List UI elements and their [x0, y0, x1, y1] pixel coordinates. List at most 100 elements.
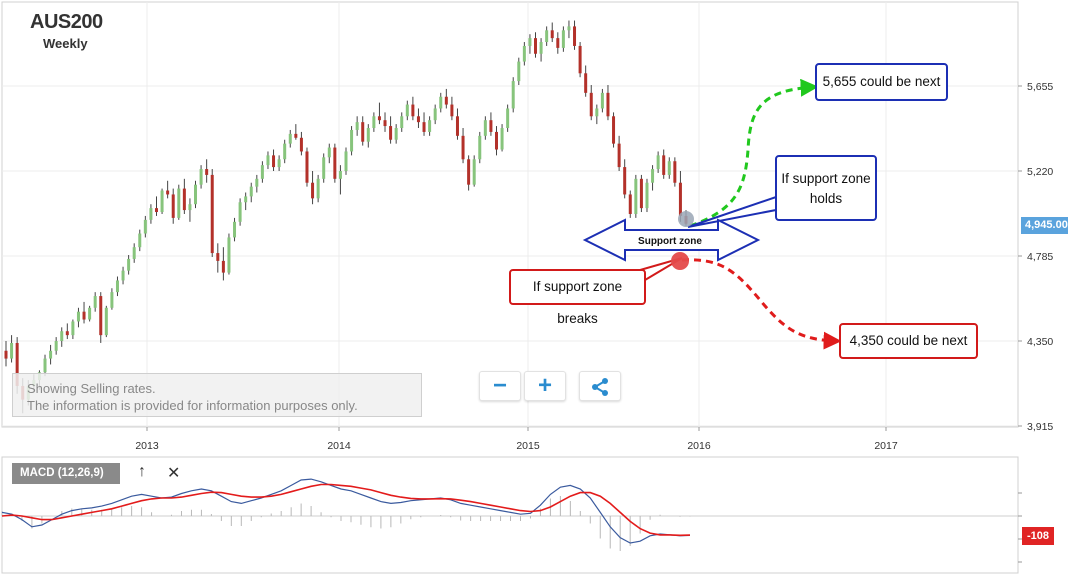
y-tick-label: 4,350 [1027, 336, 1053, 348]
x-tick-label: 2017 [874, 440, 898, 452]
candle-body [149, 208, 153, 220]
candle-body [49, 350, 53, 359]
candle-body [322, 157, 326, 179]
x-tick-label: 2016 [687, 440, 711, 452]
candle-body [294, 133, 298, 138]
zoom-out-button[interactable]: − [479, 371, 521, 401]
info-line-2: The information is provided for informat… [27, 398, 358, 413]
candle-body [54, 341, 58, 351]
candle-body [99, 296, 103, 336]
candle-body [355, 122, 359, 130]
zoom-in-button[interactable]: + [524, 371, 566, 401]
callout-holds: If support zone holds [775, 155, 877, 221]
candle-body [227, 237, 231, 273]
candle-body [10, 342, 14, 359]
candle-body [422, 122, 426, 132]
candle-body [389, 126, 393, 140]
candle-body [138, 233, 142, 248]
x-tick-label: 2015 [516, 440, 540, 452]
y-tick-label: 5,220 [1027, 166, 1053, 178]
info-box: Showing Selling rates. The information i… [12, 373, 422, 417]
candle-body [394, 128, 398, 140]
candle-body [589, 92, 593, 117]
candle-body [567, 26, 571, 31]
candle-body [584, 73, 588, 93]
candle-body [573, 26, 577, 46]
macd-grid [1, 456, 1022, 574]
plot-border [1, 1, 1019, 428]
candle-body [154, 208, 158, 213]
candle-body [166, 190, 170, 195]
candle-body [88, 307, 92, 320]
support-zone-label: Support zone [638, 236, 702, 247]
candle-body [132, 247, 136, 259]
candle-body [127, 258, 131, 271]
candle-body [478, 135, 482, 160]
candle-body [249, 186, 253, 197]
candle-body [15, 342, 19, 386]
support-break-marker [671, 252, 689, 270]
candle-body [450, 104, 454, 117]
candle-body [617, 143, 621, 168]
candle-body [411, 104, 415, 117]
candle-body [82, 311, 86, 320]
candle-body [656, 155, 660, 170]
candle-body [277, 159, 281, 168]
candle-body [433, 108, 437, 121]
candle-body [110, 292, 114, 308]
candle-body [182, 188, 186, 211]
candle-body [115, 280, 119, 293]
candle-body [461, 135, 465, 160]
candle-body [600, 92, 604, 109]
candle-body [361, 122, 365, 142]
candle-body [121, 270, 125, 281]
signal-line [1, 483, 691, 537]
candle-body [506, 108, 510, 129]
candle-body [651, 169, 655, 183]
candle-body [489, 120, 493, 132]
macd-legend: MACD (12,26,9) [12, 463, 120, 484]
candle-body [299, 137, 303, 152]
candle-body [171, 194, 175, 218]
macd-line [1, 478, 691, 544]
macd-chart[interactable] [0, 455, 1068, 575]
candle-body [205, 169, 209, 175]
candle-body [511, 81, 515, 109]
candle-body [288, 133, 292, 144]
share-button[interactable] [579, 371, 621, 401]
support-zone-arrow [582, 218, 761, 262]
candle-body [377, 116, 381, 121]
macd-close-button[interactable]: ✕ [167, 465, 181, 482]
candle-body [104, 307, 108, 336]
candle-body [199, 169, 203, 185]
candle-body [65, 331, 69, 336]
candle-body [311, 182, 315, 199]
candle-body [612, 116, 616, 144]
candle-body [366, 128, 370, 142]
candle-body [216, 253, 220, 261]
candle-body [578, 45, 582, 74]
candle-body [272, 155, 276, 168]
candle-body [333, 147, 337, 179]
candle-body [416, 116, 420, 123]
candle-body [383, 120, 387, 127]
red-dashed-arrow [681, 258, 842, 350]
candle-body [143, 219, 147, 234]
candle-body [160, 190, 164, 213]
callout-breaks-text: If support zone breaks [532, 279, 623, 326]
callout-target-up-text: 5,655 could be next [822, 74, 941, 89]
chart-title: AUS200 Weekly [30, 11, 103, 51]
candle-body [350, 129, 354, 152]
candle-body [405, 104, 409, 117]
candle-body [221, 260, 225, 273]
candle-body [645, 182, 649, 209]
candle-body [93, 296, 97, 308]
candle-body [639, 178, 643, 209]
macd-lines [1, 478, 691, 551]
x-tick-label: 2014 [327, 440, 351, 452]
candle-body [673, 161, 677, 183]
candle-body [595, 108, 599, 117]
macd-move-up-button[interactable]: ↑ [138, 463, 146, 480]
candle-body [667, 161, 671, 175]
candle-body [623, 167, 627, 195]
